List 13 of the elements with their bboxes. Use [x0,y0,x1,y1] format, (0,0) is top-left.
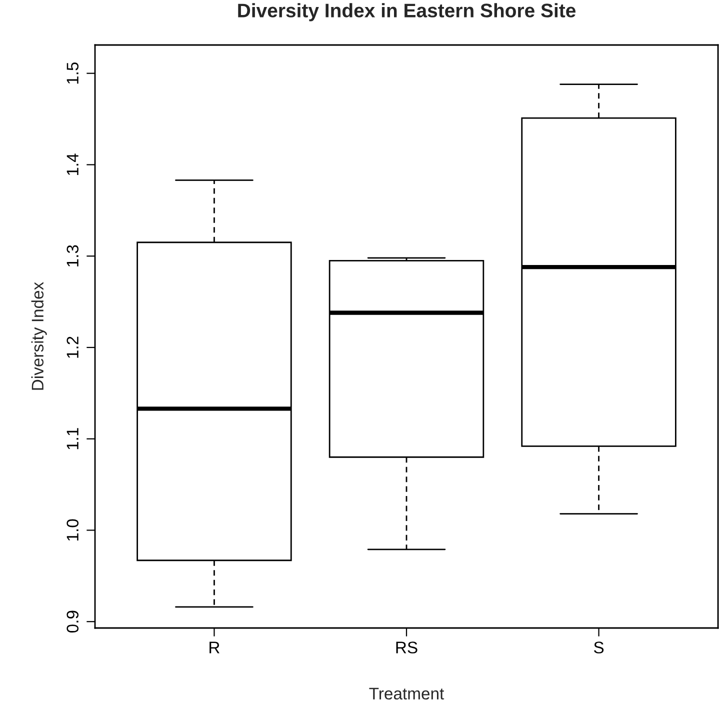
y-tick-label: 1.4 [66,154,78,176]
x-tick-label: S [594,642,604,654]
y-tick-label: 1.1 [66,428,78,450]
x-axis-title: Treatment [369,688,444,700]
x-tick-label: R [210,642,220,654]
chart-title: Diversity Index in Eastern Shore Site [238,3,576,22]
y-tick-label: 1.5 [66,62,79,84]
y-tick-label: 1.2 [66,336,78,358]
y-tick-label: 1.3 [66,245,79,266]
y-tick-label: 0.9 [66,610,79,633]
y-axis-title: Diversity Index [31,282,47,390]
y-tick-label: 1.0 [66,519,79,541]
x-tick-label: RS [396,642,418,654]
